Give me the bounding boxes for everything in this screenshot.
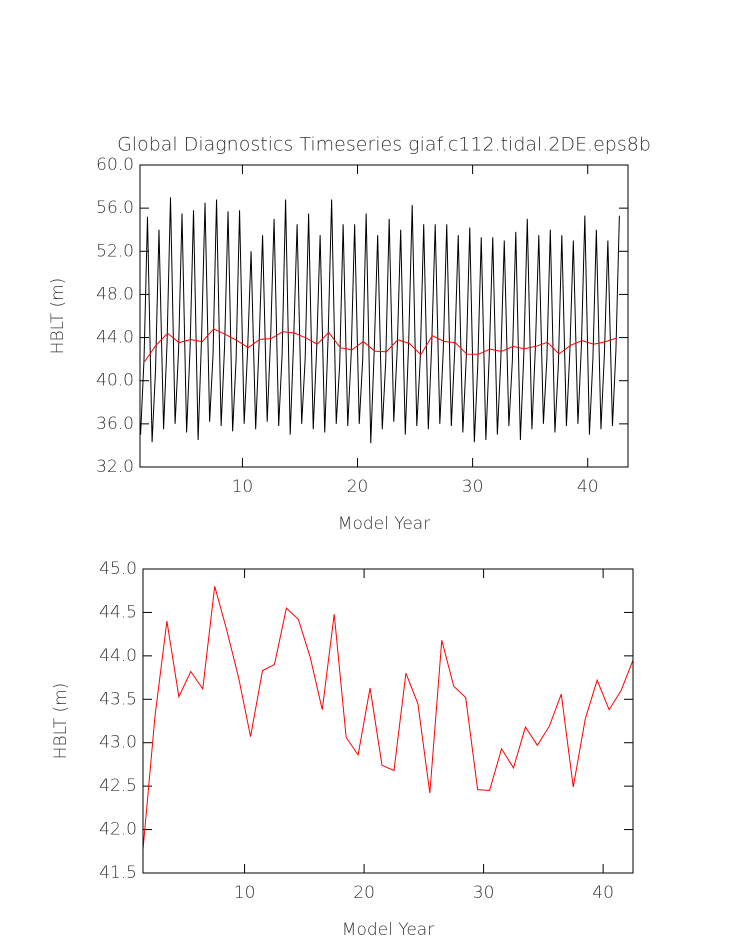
y-tick-label: 56.0 <box>96 198 134 218</box>
y-tick-label: 41.5 <box>99 863 137 883</box>
plot-frame <box>142 568 634 874</box>
y-tick-label: 42.0 <box>99 820 137 840</box>
x-axis-label: Model Year <box>338 514 430 534</box>
chart-title: Global Diagnostics Timeseries giaf.c112.… <box>117 134 651 156</box>
y-tick-label: 32.0 <box>96 457 134 477</box>
y-tick-label: 43.0 <box>99 733 137 753</box>
data-line <box>140 197 620 444</box>
y-tick-label: 40.0 <box>96 371 134 391</box>
x-tick-label: 10 <box>232 477 254 497</box>
y-tick-label: 45.0 <box>99 559 137 579</box>
y-tick-label: 44.0 <box>99 646 137 666</box>
x-tick-label: 40 <box>577 477 599 497</box>
y-axis-label: HBLT (m) <box>51 683 71 760</box>
y-tick-label: 44.0 <box>96 328 134 348</box>
plot-frame <box>139 164 629 468</box>
y-tick-label: 60.0 <box>96 155 134 175</box>
data-line <box>142 586 634 850</box>
x-tick-label: 20 <box>353 883 375 903</box>
y-axis-label: HBLT (m) <box>48 278 68 355</box>
x-tick-label: 30 <box>473 883 495 903</box>
y-tick-label: 44.5 <box>99 602 137 622</box>
x-tick-label: 40 <box>592 883 614 903</box>
data-line <box>144 328 617 362</box>
y-tick-label: 36.0 <box>96 414 134 434</box>
x-tick-label: 30 <box>462 477 484 497</box>
y-tick-label: 48.0 <box>96 284 134 304</box>
x-tick-label: 10 <box>234 883 256 903</box>
y-tick-label: 52.0 <box>96 241 134 261</box>
x-axis-label: Model Year <box>342 920 434 940</box>
y-tick-label: 42.5 <box>99 776 137 796</box>
x-tick-label: 20 <box>347 477 369 497</box>
y-tick-label: 43.5 <box>99 689 137 709</box>
